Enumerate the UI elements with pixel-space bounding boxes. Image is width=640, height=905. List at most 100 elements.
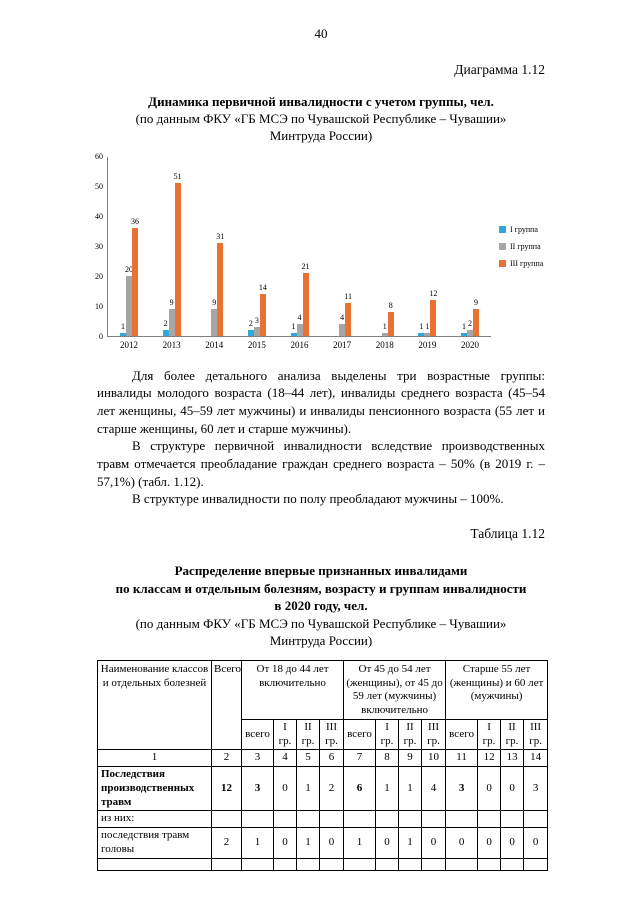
value-cell (241, 810, 274, 829)
bar-II-2018: 1 (381, 322, 388, 336)
bar-group-2016: 1 4 21 2016 (290, 262, 310, 350)
paragraph-age-groups: Для более детального анализа выделены тр… (97, 367, 545, 436)
value-cell: 1 (296, 766, 320, 812)
bar-III-2012: 36 (131, 217, 139, 336)
value-cell (421, 810, 447, 829)
bar-value-label: 1 (291, 321, 296, 331)
bar-value-label: 51 (173, 171, 182, 181)
column-number-cell: 13 (500, 749, 525, 768)
table-numbering-row: 1 2 3 4 5 6 7 8 9 10 11 12 13 14 (97, 749, 549, 768)
bar-III-2014: 31 (216, 232, 224, 336)
bar-II-2016: 4 (296, 313, 303, 336)
chart-title: Динамика первичной инвалидности с учетом… (148, 94, 494, 109)
legend-swatch-icon (499, 226, 506, 234)
header-age-group-55-plus: Старше 55 лет (женщины) и 60 лет (мужчин… (445, 659, 549, 720)
column-number-cell: 10 (421, 749, 447, 768)
legend-swatch-icon (499, 243, 506, 251)
bar-value-label: 2 (163, 318, 168, 328)
x-axis-label: 2012 (120, 339, 138, 350)
bar-I-2020: 1 (461, 322, 467, 336)
value-cell: 4 (421, 766, 447, 812)
bar-II-2013: 9 (168, 298, 175, 336)
row-name-cell: из них: (97, 810, 212, 829)
bar-chart: 0 10 20 30 40 50 60 1 20 36 2012 2 9 51 2013 9 31 2014 2 3… (85, 152, 559, 350)
value-cell: 0 (318, 827, 345, 859)
y-axis-tick: 30 (95, 241, 103, 251)
legend-swatch-icon (499, 260, 506, 268)
bar-II-2015: 3 (253, 316, 260, 336)
disability-distribution-table: Наименование классов и отдельных болезне… (97, 659, 549, 871)
value-cell (241, 857, 274, 871)
subheader-group2: II гр. (296, 718, 320, 751)
value-cell (523, 857, 549, 871)
bar-group-2019: 1 1 12 2019 (418, 289, 437, 350)
legend-entry: II группа (499, 242, 559, 251)
bar-III-2015: 14 (259, 283, 267, 336)
column-number-cell: 7 (343, 749, 377, 768)
bar-I-2012: 1 (120, 322, 126, 336)
bar-group-2015: 2 3 14 2015 (247, 283, 267, 350)
bar-value-label: 1 (462, 321, 466, 331)
document-page: 40 Диаграмма 1.12 Динамика первичной инв… (85, 26, 559, 871)
column-number-cell: 3 (241, 749, 274, 768)
paragraph-structure-age: В структуре первичной инвалидности вслед… (97, 438, 545, 489)
value-cell (523, 810, 549, 829)
column-number-cell: 9 (398, 749, 423, 768)
header-age-group-18-44: От 18 до 44 лет включительно (240, 659, 345, 720)
bar-value-label: 1 (419, 321, 424, 331)
value-cell: 0 (273, 827, 297, 859)
value-cell (211, 857, 242, 871)
value-cell (398, 810, 423, 829)
legend-label: III группа (510, 259, 544, 269)
bar-II-2020: 2 (467, 319, 473, 336)
value-cell: 3 (523, 766, 549, 812)
value-cell (296, 857, 320, 871)
bar-value-label: 2 (468, 318, 472, 328)
value-cell (318, 810, 345, 829)
value-cell: 0 (421, 827, 447, 859)
table-title-line3: в 2020 году, чел. (274, 598, 368, 614)
column-number-cell: 6 (318, 749, 345, 768)
value-cell: 1 (398, 827, 423, 859)
x-axis-label: 2019 (418, 339, 437, 350)
x-axis-label: 2017 (333, 339, 352, 350)
column-number-cell: 11 (445, 749, 479, 768)
legend-entry: I группа (499, 225, 559, 234)
bar-III-2020: 9 (473, 298, 479, 336)
value-cell: 2 (211, 827, 242, 859)
bar-value-label: 9 (212, 297, 217, 307)
subheader-total: всего (241, 718, 274, 751)
value-cell: 0 (445, 827, 479, 859)
value-cell: 12 (211, 766, 242, 812)
subheader-group2: II гр. (398, 718, 423, 751)
bar-value-label: 11 (344, 291, 352, 301)
value-cell: 1 (343, 827, 377, 859)
page-number: 40 (314, 26, 328, 41)
value-cell (273, 810, 297, 829)
bar-II-2017: 4 (339, 313, 346, 336)
bar-II-2019: 1 (424, 322, 431, 336)
value-cell (375, 810, 400, 829)
value-cell: 0 (477, 766, 502, 812)
bar-value-label: 4 (297, 312, 302, 322)
chart-y-axis: 0 10 20 30 40 50 60 (85, 152, 107, 341)
subheader-group1: I гр. (273, 718, 297, 751)
y-axis-tick: 10 (95, 301, 103, 311)
y-axis-tick: 0 (99, 331, 103, 341)
value-cell: 3 (241, 766, 274, 812)
subheader-total: всего (445, 718, 479, 751)
column-number-cell: 14 (523, 749, 549, 768)
table-title-line1: Распределение впервые признанных инвалид… (174, 563, 468, 579)
y-axis-tick: 50 (95, 181, 103, 191)
legend-label: II группа (510, 242, 541, 252)
value-cell (500, 810, 525, 829)
bar-value-label: 9 (169, 297, 174, 307)
value-cell (398, 857, 423, 871)
body-text: Для более детального анализа выделены тр… (97, 367, 545, 508)
table-row (97, 857, 549, 871)
table-row: Последствия производственных травм 12 3 0 1 2… (97, 766, 549, 812)
column-number-cell: 5 (296, 749, 320, 768)
chart-subtitle-line1: (по данным ФКУ «ГБ МСЭ по Чувашской Респ… (135, 110, 507, 126)
bar-group-2017: 4 11 2017 (333, 292, 352, 350)
row-name-cell: последствия травм головы (97, 827, 212, 859)
